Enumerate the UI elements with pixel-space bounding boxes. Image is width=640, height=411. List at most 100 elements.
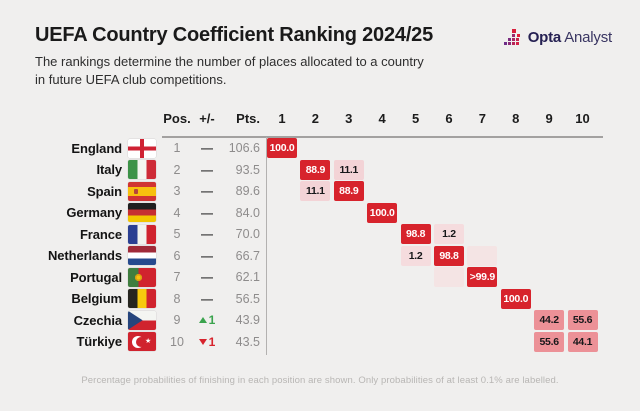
- probability-cell: [501, 332, 531, 352]
- probability-cells: 44.2 55.6: [267, 310, 598, 331]
- probability-cell: [501, 160, 531, 180]
- column-header-position: 4: [378, 110, 386, 126]
- rank-up-icon: [198, 317, 207, 324]
- column-header-pts: Pts.: [236, 110, 260, 126]
- page-title: UEFA Country Coefficient Ranking 2024/25: [35, 24, 434, 46]
- probability-cell: >99.9: [467, 267, 498, 288]
- probability-cell: [367, 181, 397, 201]
- probability-cells: 100.0: [267, 202, 598, 223]
- probability-cell: [334, 246, 364, 266]
- rank-change: 1: [192, 335, 222, 349]
- probability-cell: [367, 138, 397, 158]
- probability-cell: [367, 160, 397, 180]
- table-row: France 5 — 70.0 98.8 1.2: [25, 224, 625, 246]
- probability-cell: 100.0: [267, 138, 297, 159]
- probability-cell: [401, 289, 431, 309]
- probability-cell: [534, 246, 564, 266]
- probability-cell: 100.0: [500, 288, 531, 309]
- probability-cell: 44.2: [534, 310, 565, 331]
- czechia-flag-icon: [128, 310, 156, 330]
- probability-cell: [568, 289, 598, 309]
- probability-cells: 55.6 44.1: [267, 331, 598, 352]
- table-row: Spain 3 — 89.6 11.1 88.9: [25, 181, 625, 203]
- country-label: Spain: [87, 183, 122, 199]
- table-rows: England 1—106.6 100.0 Italy 2—93.5 88.9 11.1 Sp…: [25, 138, 625, 353]
- points-value: 89.6: [235, 184, 260, 199]
- probability-cell: [534, 203, 564, 223]
- england-flag-icon: [128, 138, 156, 158]
- opta-analyst-logo: Opta Analyst: [503, 28, 613, 46]
- points-value: 93.5: [235, 162, 260, 177]
- flag-cell: [122, 267, 162, 287]
- probability-cell: [568, 224, 598, 244]
- column-header-pos: Pos.: [163, 110, 191, 126]
- rank-change: —: [201, 141, 213, 156]
- probability-cell: [300, 267, 330, 287]
- flag-detail: [134, 188, 138, 194]
- probability-cell: [300, 224, 330, 244]
- rank-change: —: [201, 184, 213, 199]
- probability-cell: [267, 181, 297, 201]
- probability-cell: [568, 181, 598, 201]
- probability-cell: [267, 289, 297, 309]
- probability-cell: [534, 267, 564, 287]
- probability-cell: [401, 203, 431, 223]
- probability-cell: [433, 267, 464, 288]
- probability-cell: [367, 224, 397, 244]
- probability-cell: 98.8: [400, 224, 431, 245]
- rank-change-value: 1: [208, 313, 216, 328]
- flag-cell: [122, 289, 162, 309]
- position-value: 5: [173, 227, 181, 242]
- position-value: 9: [173, 313, 181, 328]
- flag-cell: [122, 246, 162, 266]
- probability-cell: [267, 267, 297, 287]
- points-value: 62.1: [235, 270, 260, 285]
- probability-cell: [267, 246, 297, 266]
- table-row: Italy 2 — 93.5 88.9 11.1: [25, 159, 625, 181]
- turkiye-flag-icon: ★: [128, 332, 156, 352]
- table-row: Germany 4 — 84.0 100.0: [25, 202, 625, 224]
- table-row: Czechia 9 1 43.9 44.2 55.6: [25, 310, 625, 332]
- table-row: Netherlands 6 — 66.7 1.2 98.8: [25, 245, 625, 267]
- probability-cell: 11.1: [300, 181, 331, 202]
- brand-name-bold: Opta: [527, 28, 562, 46]
- probability-cell: [534, 224, 564, 244]
- country-label: Netherlands: [47, 248, 122, 264]
- probability-cell: 44.1: [567, 331, 598, 352]
- probability-cell: 88.9: [300, 159, 331, 180]
- table-row: Türkiye ★ 10 1 43.5 55.6 44.1: [25, 331, 625, 353]
- probability-cells: 1.2 98.8: [267, 245, 598, 266]
- flag-detail: ★: [145, 338, 152, 346]
- subtitle-line-2: in future UEFA club competitions.: [35, 72, 227, 88]
- probability-cell: [401, 160, 431, 180]
- opta-analyst-wordmark: Opta Analyst: [527, 28, 613, 46]
- probability-cell: [434, 289, 464, 309]
- probability-cell: [501, 224, 531, 244]
- probability-cell: [434, 181, 464, 201]
- rank-change: —: [201, 291, 213, 306]
- probability-cell: [300, 138, 330, 158]
- probability-cell: [534, 160, 564, 180]
- points-value: 66.7: [235, 248, 260, 263]
- points-value: 56.5: [235, 291, 260, 306]
- column-header-position: 10: [575, 110, 590, 126]
- flag-cell: ★: [122, 332, 162, 352]
- probability-cell: [501, 138, 531, 158]
- probability-cell: 88.9: [333, 181, 364, 202]
- pts-heatmap-divider-line: [265, 136, 267, 355]
- probability-cell: [300, 332, 330, 352]
- country-label: Germany: [66, 205, 122, 221]
- probability-cell: [434, 310, 464, 330]
- probability-cell: [568, 138, 598, 158]
- probability-cell: [568, 267, 598, 287]
- flag-cell: [122, 138, 162, 158]
- column-header-position: 5: [411, 110, 420, 126]
- country-label: Italy: [96, 162, 122, 178]
- portugal-flag-icon: [128, 267, 156, 287]
- country-label: Türkiye: [76, 334, 122, 350]
- probability-cell: [334, 203, 364, 223]
- probability-cell: [534, 181, 564, 201]
- flag-cell: [122, 310, 162, 330]
- probability-cell: [334, 289, 364, 309]
